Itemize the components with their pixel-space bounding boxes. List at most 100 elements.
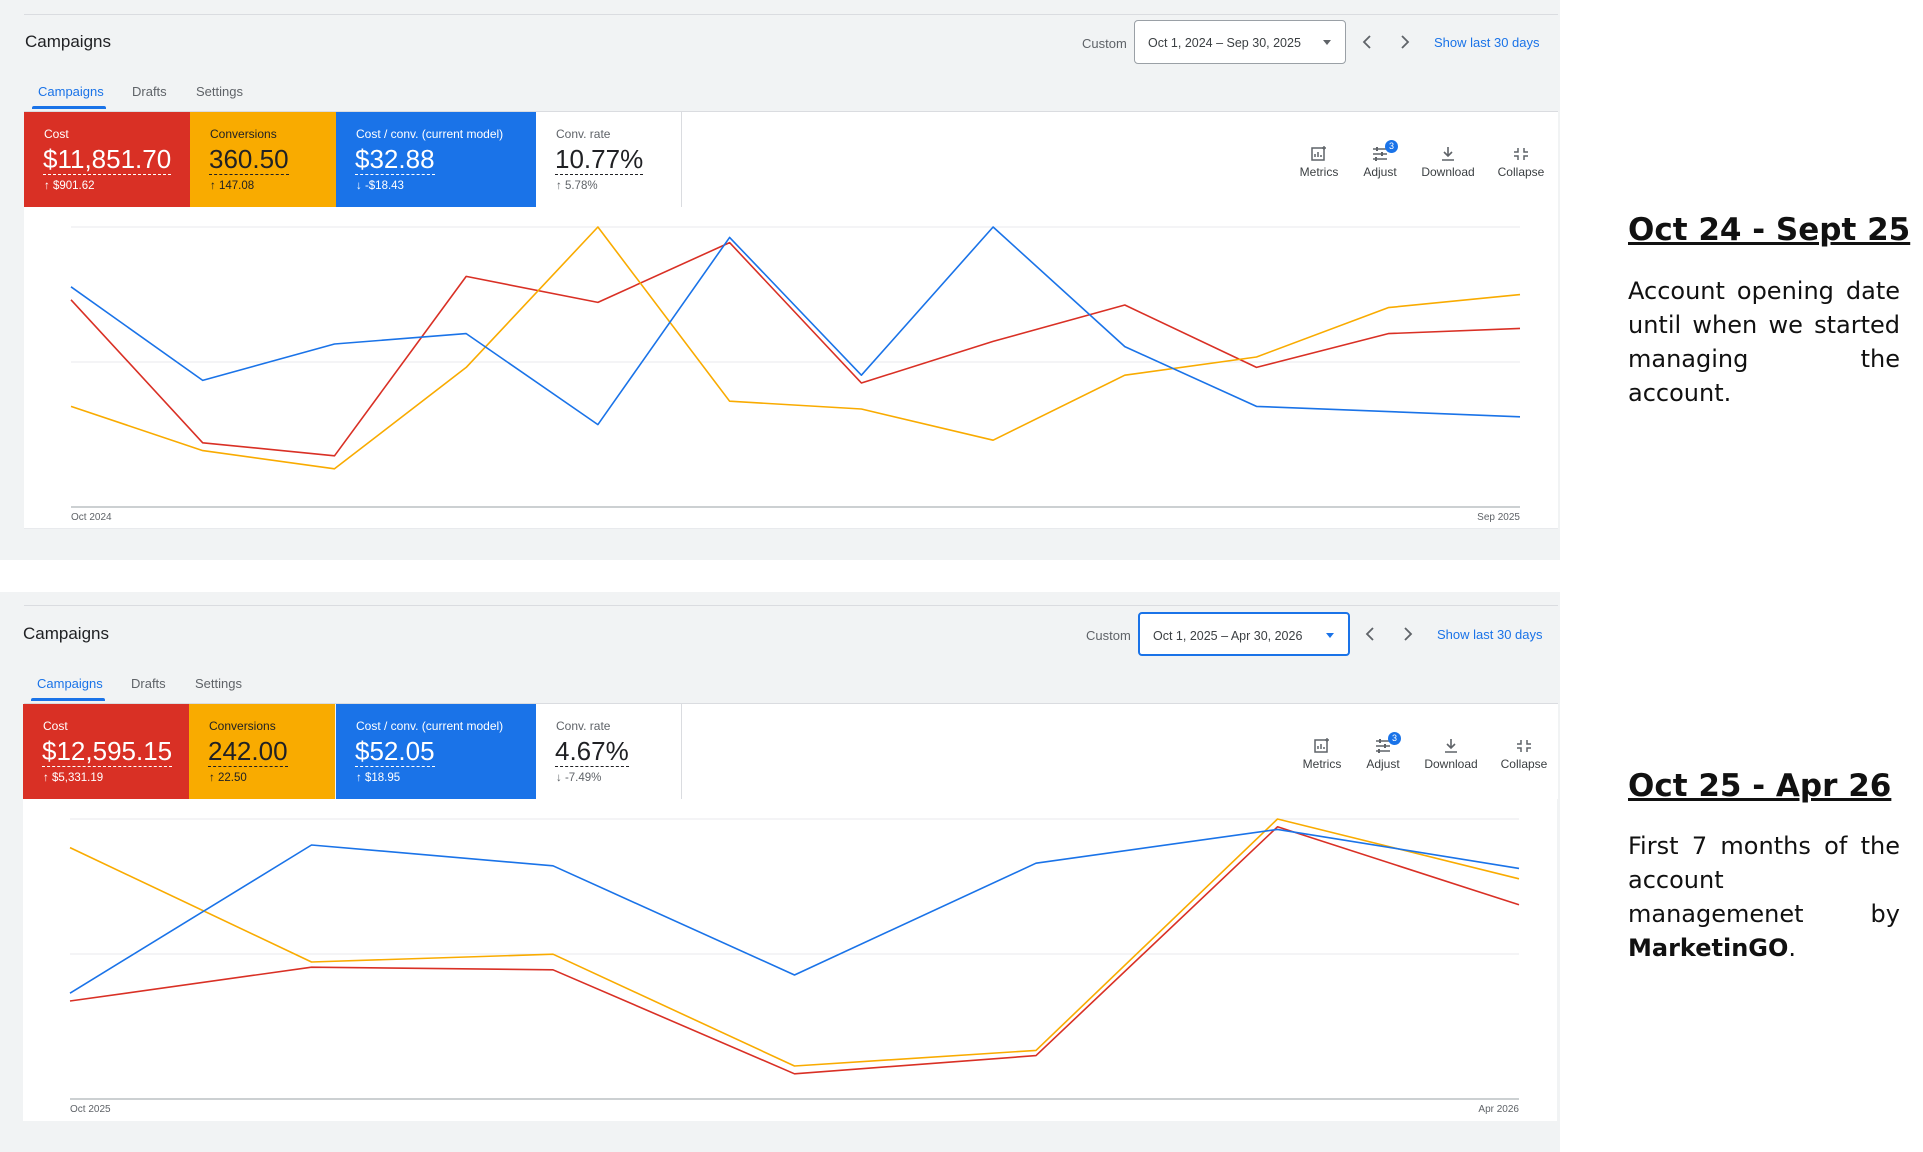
x-tick-label: Oct 2024 — [71, 512, 112, 523]
metric-delta: ↑ 5.78% — [556, 180, 598, 192]
tune-icon — [1376, 739, 1390, 753]
custom-range-label: Custom — [1082, 36, 1127, 51]
delta-value: -7.49% — [564, 772, 602, 784]
date-range-dropdown[interactable]: Oct 1, 2024 – Sep 30, 2025 — [1134, 20, 1346, 64]
metric-value: 242.00 — [208, 736, 288, 767]
download-button[interactable]: Download — [1421, 737, 1481, 771]
metric-card-cost[interactable]: Cost $12,595.15 ↑ $5,331.19 — [23, 704, 189, 799]
collapse-label: Collapse — [1497, 165, 1545, 179]
adjust-label: Adjust — [1366, 757, 1400, 771]
date-range-dropdown[interactable]: Oct 1, 2025 – Apr 30, 2026 — [1138, 612, 1350, 656]
arrow-up-icon: ↑ — [43, 772, 49, 784]
metric-value: 360.50 — [209, 144, 289, 175]
chevron-right-icon — [1404, 627, 1413, 641]
next-period-button[interactable] — [1394, 620, 1422, 648]
show-last-30-days-link[interactable]: Show last 30 days — [1434, 35, 1540, 50]
metric-value: $52.05 — [355, 736, 435, 767]
next-period-button[interactable] — [1391, 28, 1419, 56]
series-line-cost-per-conv — [69, 828, 1520, 994]
download-button[interactable]: Download — [1418, 145, 1478, 179]
arrow-up-icon: ↑ — [44, 180, 50, 192]
previous-period-button[interactable] — [1356, 620, 1384, 648]
metric-card-conv-rate[interactable]: Conv. rate 10.77% ↑ 5.78% — [536, 112, 682, 207]
line-chart: Oct 2024 Sep 2025 — [70, 226, 1521, 523]
tab-settings[interactable]: Settings — [196, 84, 243, 99]
metric-delta: ↓ -$18.43 — [356, 180, 404, 192]
download-icon — [1442, 147, 1454, 161]
tab-drafts[interactable]: Drafts — [132, 84, 167, 99]
metric-delta: ↓ -7.49% — [556, 772, 601, 784]
tab-drafts[interactable]: Drafts — [131, 676, 166, 691]
metric-card-conversions[interactable]: Conversions 360.50 ↑ 147.08 — [190, 112, 336, 207]
adjust-label: Adjust — [1363, 165, 1397, 179]
metric-label: Cost — [44, 127, 69, 141]
metric-card-cost[interactable]: Cost $11,851.70 ↑ $901.62 — [24, 112, 190, 207]
tab-campaigns[interactable]: Campaigns — [38, 84, 104, 99]
metric-card-conv-rate[interactable]: Conv. rate 4.67% ↓ -7.49% — [536, 704, 682, 799]
metrics-button[interactable]: Metrics — [1289, 145, 1349, 179]
previous-period-button[interactable] — [1353, 28, 1381, 56]
side-note-heading: Oct 24 - Sept 25 — [1628, 212, 1911, 248]
divider — [24, 605, 1558, 606]
collapse-button[interactable]: Collapse — [1494, 737, 1554, 771]
download-icon — [1445, 739, 1457, 753]
series-line-cost — [70, 241, 1521, 457]
metric-value: $11,851.70 — [43, 144, 172, 175]
tab-settings[interactable]: Settings — [195, 676, 242, 691]
chevron-left-icon — [1362, 35, 1371, 49]
metrics-button[interactable]: Metrics — [1292, 737, 1352, 771]
metric-label: Cost / conv. (current model) — [356, 127, 504, 141]
metric-label: Conv. rate — [556, 127, 611, 141]
side-note-text: First 7 months of the account managemene… — [1628, 832, 1900, 928]
delta-value: -$18.43 — [364, 180, 404, 192]
x-tick-label: Apr 2026 — [1478, 1104, 1519, 1115]
metric-value: $12,595.15 — [42, 736, 173, 767]
side-note-body: First 7 months of the account managemene… — [1628, 829, 1900, 965]
side-note-body: Account opening date until when we start… — [1628, 277, 1900, 407]
metrics-label: Metrics — [1299, 165, 1339, 179]
active-tab-indicator — [31, 698, 105, 701]
metric-card-conversions[interactable]: Conversions 242.00 ↑ 22.50 — [189, 704, 335, 799]
metric-value: 4.67% — [555, 736, 629, 767]
adjust-count-badge: 3 — [1385, 140, 1398, 153]
divider — [24, 703, 1558, 704]
collapse-icon — [1514, 148, 1528, 160]
brand-name: MarketinGO — [1628, 934, 1789, 962]
arrow-down-icon: ↓ — [556, 772, 562, 784]
adjust-button[interactable]: 3 Adjust — [1353, 732, 1413, 771]
tab-campaigns[interactable]: Campaigns — [37, 676, 103, 691]
show-last-30-days-link[interactable]: Show last 30 days — [1437, 627, 1543, 642]
collapse-label: Collapse — [1500, 757, 1548, 771]
metric-card-cost-per-conversion[interactable]: Cost / conv. (current model) $52.05 ↑ $1… — [336, 704, 536, 799]
metrics-label: Metrics — [1302, 757, 1342, 771]
divider — [24, 14, 1558, 15]
collapse-icon — [1517, 740, 1531, 752]
adjust-button[interactable]: 3 Adjust — [1350, 140, 1410, 179]
delta-value: 147.08 — [218, 180, 255, 192]
collapse-button[interactable]: Collapse — [1491, 145, 1551, 179]
chart-add-icon — [1314, 738, 1329, 753]
date-range-value: Oct 1, 2024 – Sep 30, 2025 — [1148, 36, 1301, 50]
performance-chart: Oct 2024 Sep 2025 — [24, 207, 1558, 529]
series-line-conversions — [70, 226, 1521, 470]
chevron-left-icon — [1365, 627, 1374, 641]
metric-delta: ↑ 147.08 — [210, 180, 254, 192]
metric-label: Cost / conv. (current model) — [356, 719, 504, 733]
divider — [24, 528, 1558, 529]
x-tick-label: Oct 2025 — [70, 1104, 111, 1115]
metric-value: $32.88 — [355, 144, 435, 175]
date-range-value: Oct 1, 2025 – Apr 30, 2026 — [1153, 629, 1303, 643]
metric-card-cost-per-conversion[interactable]: Cost / conv. (current model) $32.88 ↓ -$… — [336, 112, 536, 207]
arrow-up-icon: ↑ — [209, 772, 215, 784]
dropdown-caret-icon — [1326, 633, 1334, 638]
metric-delta: ↑ $901.62 — [44, 180, 95, 192]
divider — [24, 111, 1558, 112]
metric-delta: ↑ 22.50 — [209, 772, 247, 784]
delta-value: 22.50 — [217, 772, 247, 784]
x-tick-label: Sep 2025 — [1477, 512, 1520, 523]
arrow-down-icon: ↓ — [356, 180, 362, 192]
series-line-conversions — [69, 818, 1520, 1067]
chart-add-icon — [1311, 146, 1326, 161]
metric-label: Conversions — [210, 127, 277, 141]
arrow-up-icon: ↑ — [356, 772, 362, 784]
